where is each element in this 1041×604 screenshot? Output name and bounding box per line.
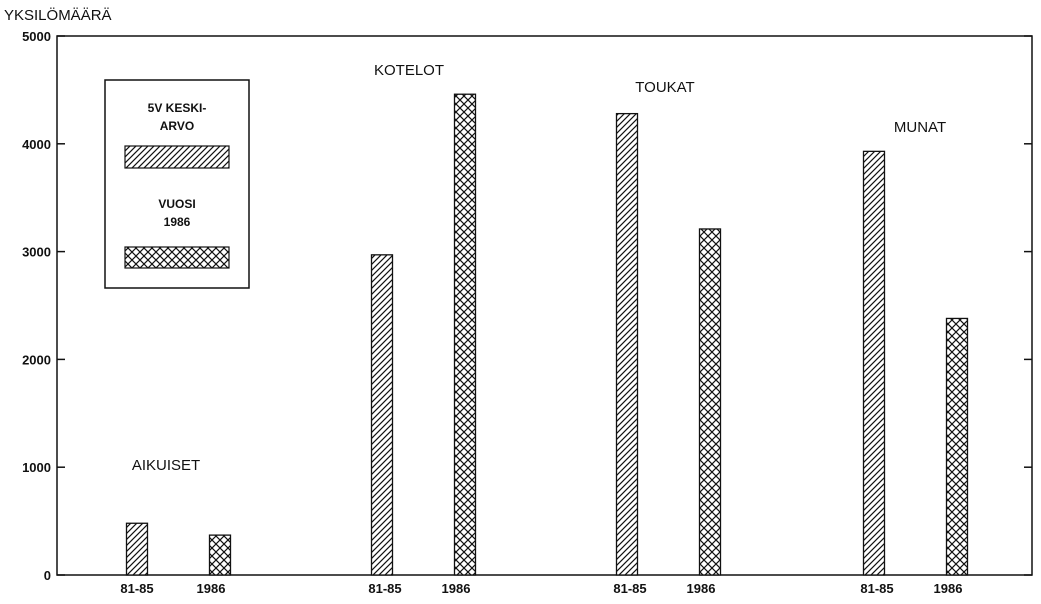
group-labels: AIKUISET KOTELOT TOUKAT MUNAT [132, 62, 946, 474]
x-tick-label: 81-85 [860, 581, 893, 596]
bar-aikuiset-1986 [208, 534, 232, 576]
group-label-toukat: TOUKAT [635, 79, 694, 96]
group-label-kotelot: KOTELOT [374, 62, 444, 79]
y-axis-title: YKSILÖMÄÄRÄ [4, 6, 112, 24]
legend-swatch-crosshatch [124, 246, 230, 269]
y-axis: 0 1000 2000 3000 4000 5000 [22, 29, 1032, 583]
bar-toukat-81-85 [615, 112, 639, 576]
bar-toukat-1986 [698, 228, 722, 576]
legend-swatch-hatch [124, 145, 230, 169]
x-tick-label: 1986 [934, 581, 963, 596]
x-tick-label: 1986 [687, 581, 716, 596]
legend: 5V KESKI- ARVO VUOSI 1986 [104, 79, 250, 289]
bar-munat-1986 [945, 317, 969, 576]
x-tick-label: 1986 [442, 581, 471, 596]
x-tick-label: 81-85 [120, 581, 153, 596]
group-label-munat: MUNAT [894, 119, 946, 136]
x-tick-label: 1986 [197, 581, 226, 596]
legend-series-2-line-1: VUOSI [158, 197, 195, 211]
bars [125, 93, 969, 576]
bar-munat-81-85 [862, 150, 886, 576]
x-tick-label: 81-85 [613, 581, 646, 596]
x-axis-labels: 81-85 1986 81-85 1986 81-85 1986 81-85 1986 [120, 581, 962, 596]
bar-aikuiset-81-85 [125, 522, 149, 576]
y-tick-label: 5000 [22, 29, 51, 44]
bar-kotelot-81-85 [370, 254, 394, 576]
plot-frame [56, 35, 1033, 576]
legend-series-1-line-2: ARVO [160, 119, 194, 133]
y-tick-label: 1000 [22, 460, 51, 475]
y-tick-label: 3000 [22, 245, 51, 260]
legend-series-1-line-1: 5V KESKI- [148, 101, 207, 115]
bar-kotelot-1986 [453, 93, 477, 576]
legend-series-2-line-2: 1986 [164, 215, 191, 229]
y-tick-label: 2000 [22, 352, 51, 367]
x-tick-label: 81-85 [368, 581, 401, 596]
y-tick-label: 4000 [22, 137, 51, 152]
group-label-aikuiset: AIKUISET [132, 457, 200, 474]
y-tick-label: 0 [44, 568, 51, 583]
